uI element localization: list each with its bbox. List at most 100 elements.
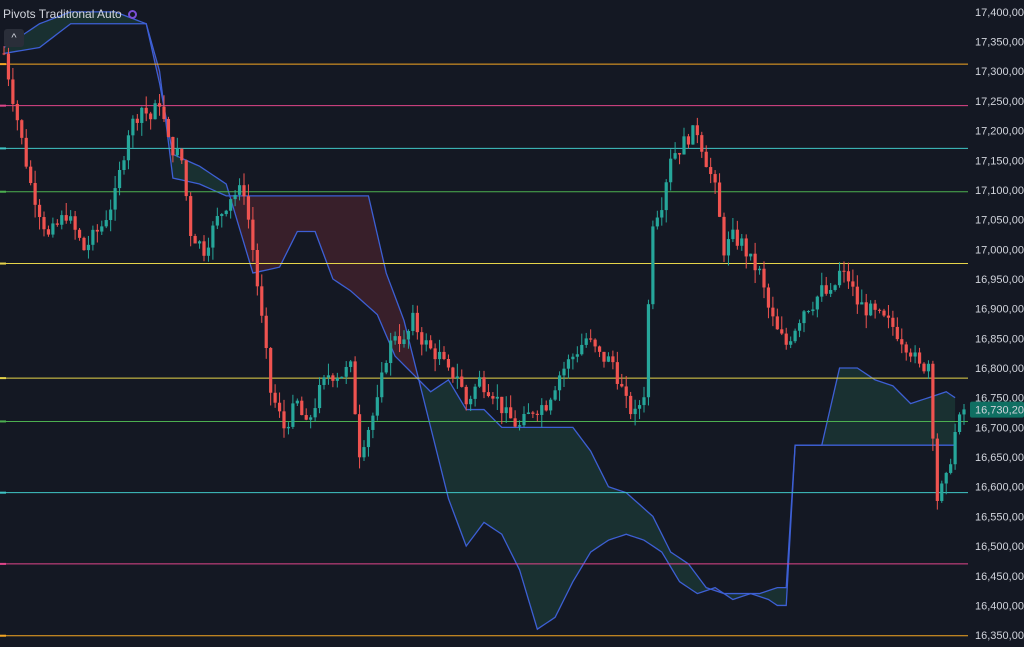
candle-body [953, 431, 957, 465]
candle-body [891, 317, 895, 327]
candle-body [304, 415, 308, 420]
candle-body [735, 229, 739, 246]
candle-body [833, 285, 837, 290]
candle-body [37, 204, 42, 218]
candle-body [362, 447, 366, 458]
candle-body [477, 377, 482, 387]
candle-body [740, 238, 744, 246]
candle-body [562, 368, 566, 376]
candle-body [935, 438, 939, 501]
last-price-badge [970, 401, 1024, 418]
candle-body [29, 166, 33, 184]
candle-body [433, 348, 437, 360]
candle-body [895, 326, 899, 340]
candle-body [313, 408, 317, 418]
candle-body [677, 153, 682, 155]
candle-body [264, 315, 268, 349]
candle-body [437, 351, 442, 360]
candle-body [922, 363, 926, 372]
candle-body [166, 119, 171, 137]
candle-body [531, 412, 535, 414]
candle-body [469, 398, 473, 405]
candle-body [153, 103, 157, 120]
candle-body [962, 409, 966, 415]
candle-body [64, 215, 68, 221]
candle-body [855, 286, 859, 305]
candle-body [104, 220, 108, 227]
candle-body [46, 229, 51, 235]
candle-body [615, 362, 619, 384]
candle-body [344, 366, 348, 377]
candle-body [873, 303, 877, 310]
candle-body [309, 417, 313, 420]
indicator-settings-icon[interactable] [127, 9, 137, 19]
cloud-fill [4, 11, 151, 54]
candle-body [704, 151, 708, 168]
candle-body [393, 336, 397, 341]
indicator-label: Pivots Traditional Auto [3, 7, 122, 21]
candle-body [282, 411, 286, 429]
candle-body [175, 148, 179, 156]
candle-body [322, 377, 326, 385]
candle-body [517, 425, 522, 427]
y-tick-label: 16,400,00 [975, 600, 1024, 612]
candle-body [642, 397, 646, 406]
candle-body [340, 376, 344, 379]
candle-body [731, 229, 735, 240]
candle-body [366, 429, 371, 448]
candle-body [753, 253, 757, 271]
indicator-legend[interactable]: Pivots Traditional Auto [3, 7, 137, 21]
y-tick-label: 16,350,00 [975, 630, 1024, 642]
candle-body [135, 118, 139, 123]
candle-body [51, 223, 55, 235]
candle-body [233, 194, 237, 200]
candle-body [566, 359, 571, 369]
last-price-label: 16,730,20 [975, 405, 1024, 417]
candle-body [886, 315, 891, 318]
candle-body [131, 118, 135, 136]
collapse-legend-button[interactable]: ^ [4, 29, 24, 47]
candle-body [455, 376, 459, 379]
candle-body [149, 113, 153, 120]
candle-body [273, 392, 277, 403]
candle-body [242, 185, 246, 197]
candle-body [157, 103, 162, 107]
candle-body [695, 125, 699, 136]
candle-body [913, 352, 917, 357]
candle-body [384, 363, 388, 373]
y-tick-label: 17,100,00 [975, 185, 1024, 197]
candle-body [766, 287, 771, 308]
candle-body [655, 217, 659, 227]
candle-body [869, 303, 873, 316]
candle-body [260, 286, 264, 316]
candle-body [593, 339, 597, 347]
candle-body [744, 238, 748, 257]
candle-body [349, 361, 353, 367]
candle-body [109, 209, 113, 221]
chevron-up-icon: ^ [11, 32, 17, 44]
candle-body [300, 400, 304, 416]
candle-body [77, 229, 82, 238]
candle-body [709, 167, 713, 175]
y-tick-label: 16,950,00 [975, 274, 1024, 286]
candle-body [140, 107, 144, 123]
candle-body [406, 330, 411, 340]
candle-body [20, 120, 24, 138]
candle-body [717, 182, 722, 217]
candle-body [193, 235, 197, 244]
candle-body [82, 237, 86, 251]
candle-body [860, 302, 864, 305]
candle-body [926, 363, 931, 372]
candle-body [846, 271, 851, 282]
candle-body [526, 412, 531, 414]
y-tick-label: 17,400,00 [975, 7, 1024, 19]
candle-body [113, 188, 117, 210]
candle-body [429, 340, 433, 349]
candle-body [277, 402, 282, 412]
candle-body [33, 183, 37, 205]
candle-body [882, 310, 886, 316]
candle-body [255, 249, 259, 287]
y-tick-label: 16,800,00 [975, 363, 1024, 375]
candle-body [780, 329, 784, 334]
